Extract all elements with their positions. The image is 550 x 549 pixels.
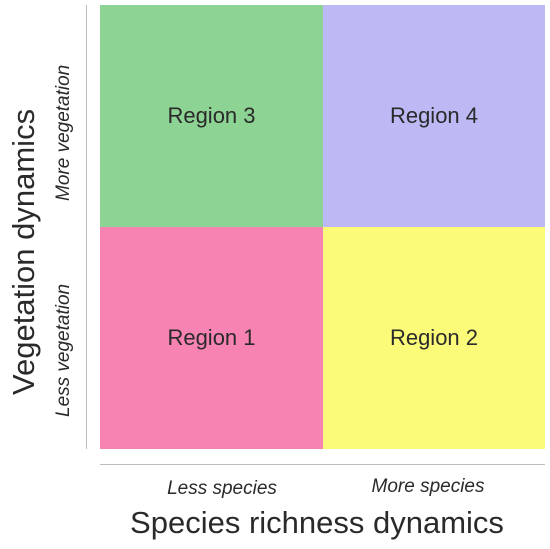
region-2-quadrant: Region 2 (323, 227, 545, 449)
region-1-label: Region 1 (167, 325, 256, 350)
region-4-quadrant: Region 4 (323, 5, 545, 227)
region-3-label: Region 3 (167, 103, 256, 128)
y-axis-title: Vegetation dynamics (6, 108, 41, 395)
x-axis-low-label: Less species (167, 478, 277, 499)
x-axis-high-label: More species (371, 476, 485, 497)
y-axis-line (86, 5, 87, 449)
region-1-quadrant: Region 1 (100, 227, 323, 449)
y-axis-high-label: More vegetation (53, 64, 74, 201)
region-2-label: Region 2 (389, 325, 479, 350)
region-4-label: Region 4 (389, 103, 479, 128)
region-3-quadrant: Region 3 (100, 5, 323, 227)
x-axis-line (100, 464, 545, 465)
x-axis-title: Species richness dynamics (130, 505, 504, 540)
y-axis-low-label: Less vegetation (53, 283, 74, 417)
